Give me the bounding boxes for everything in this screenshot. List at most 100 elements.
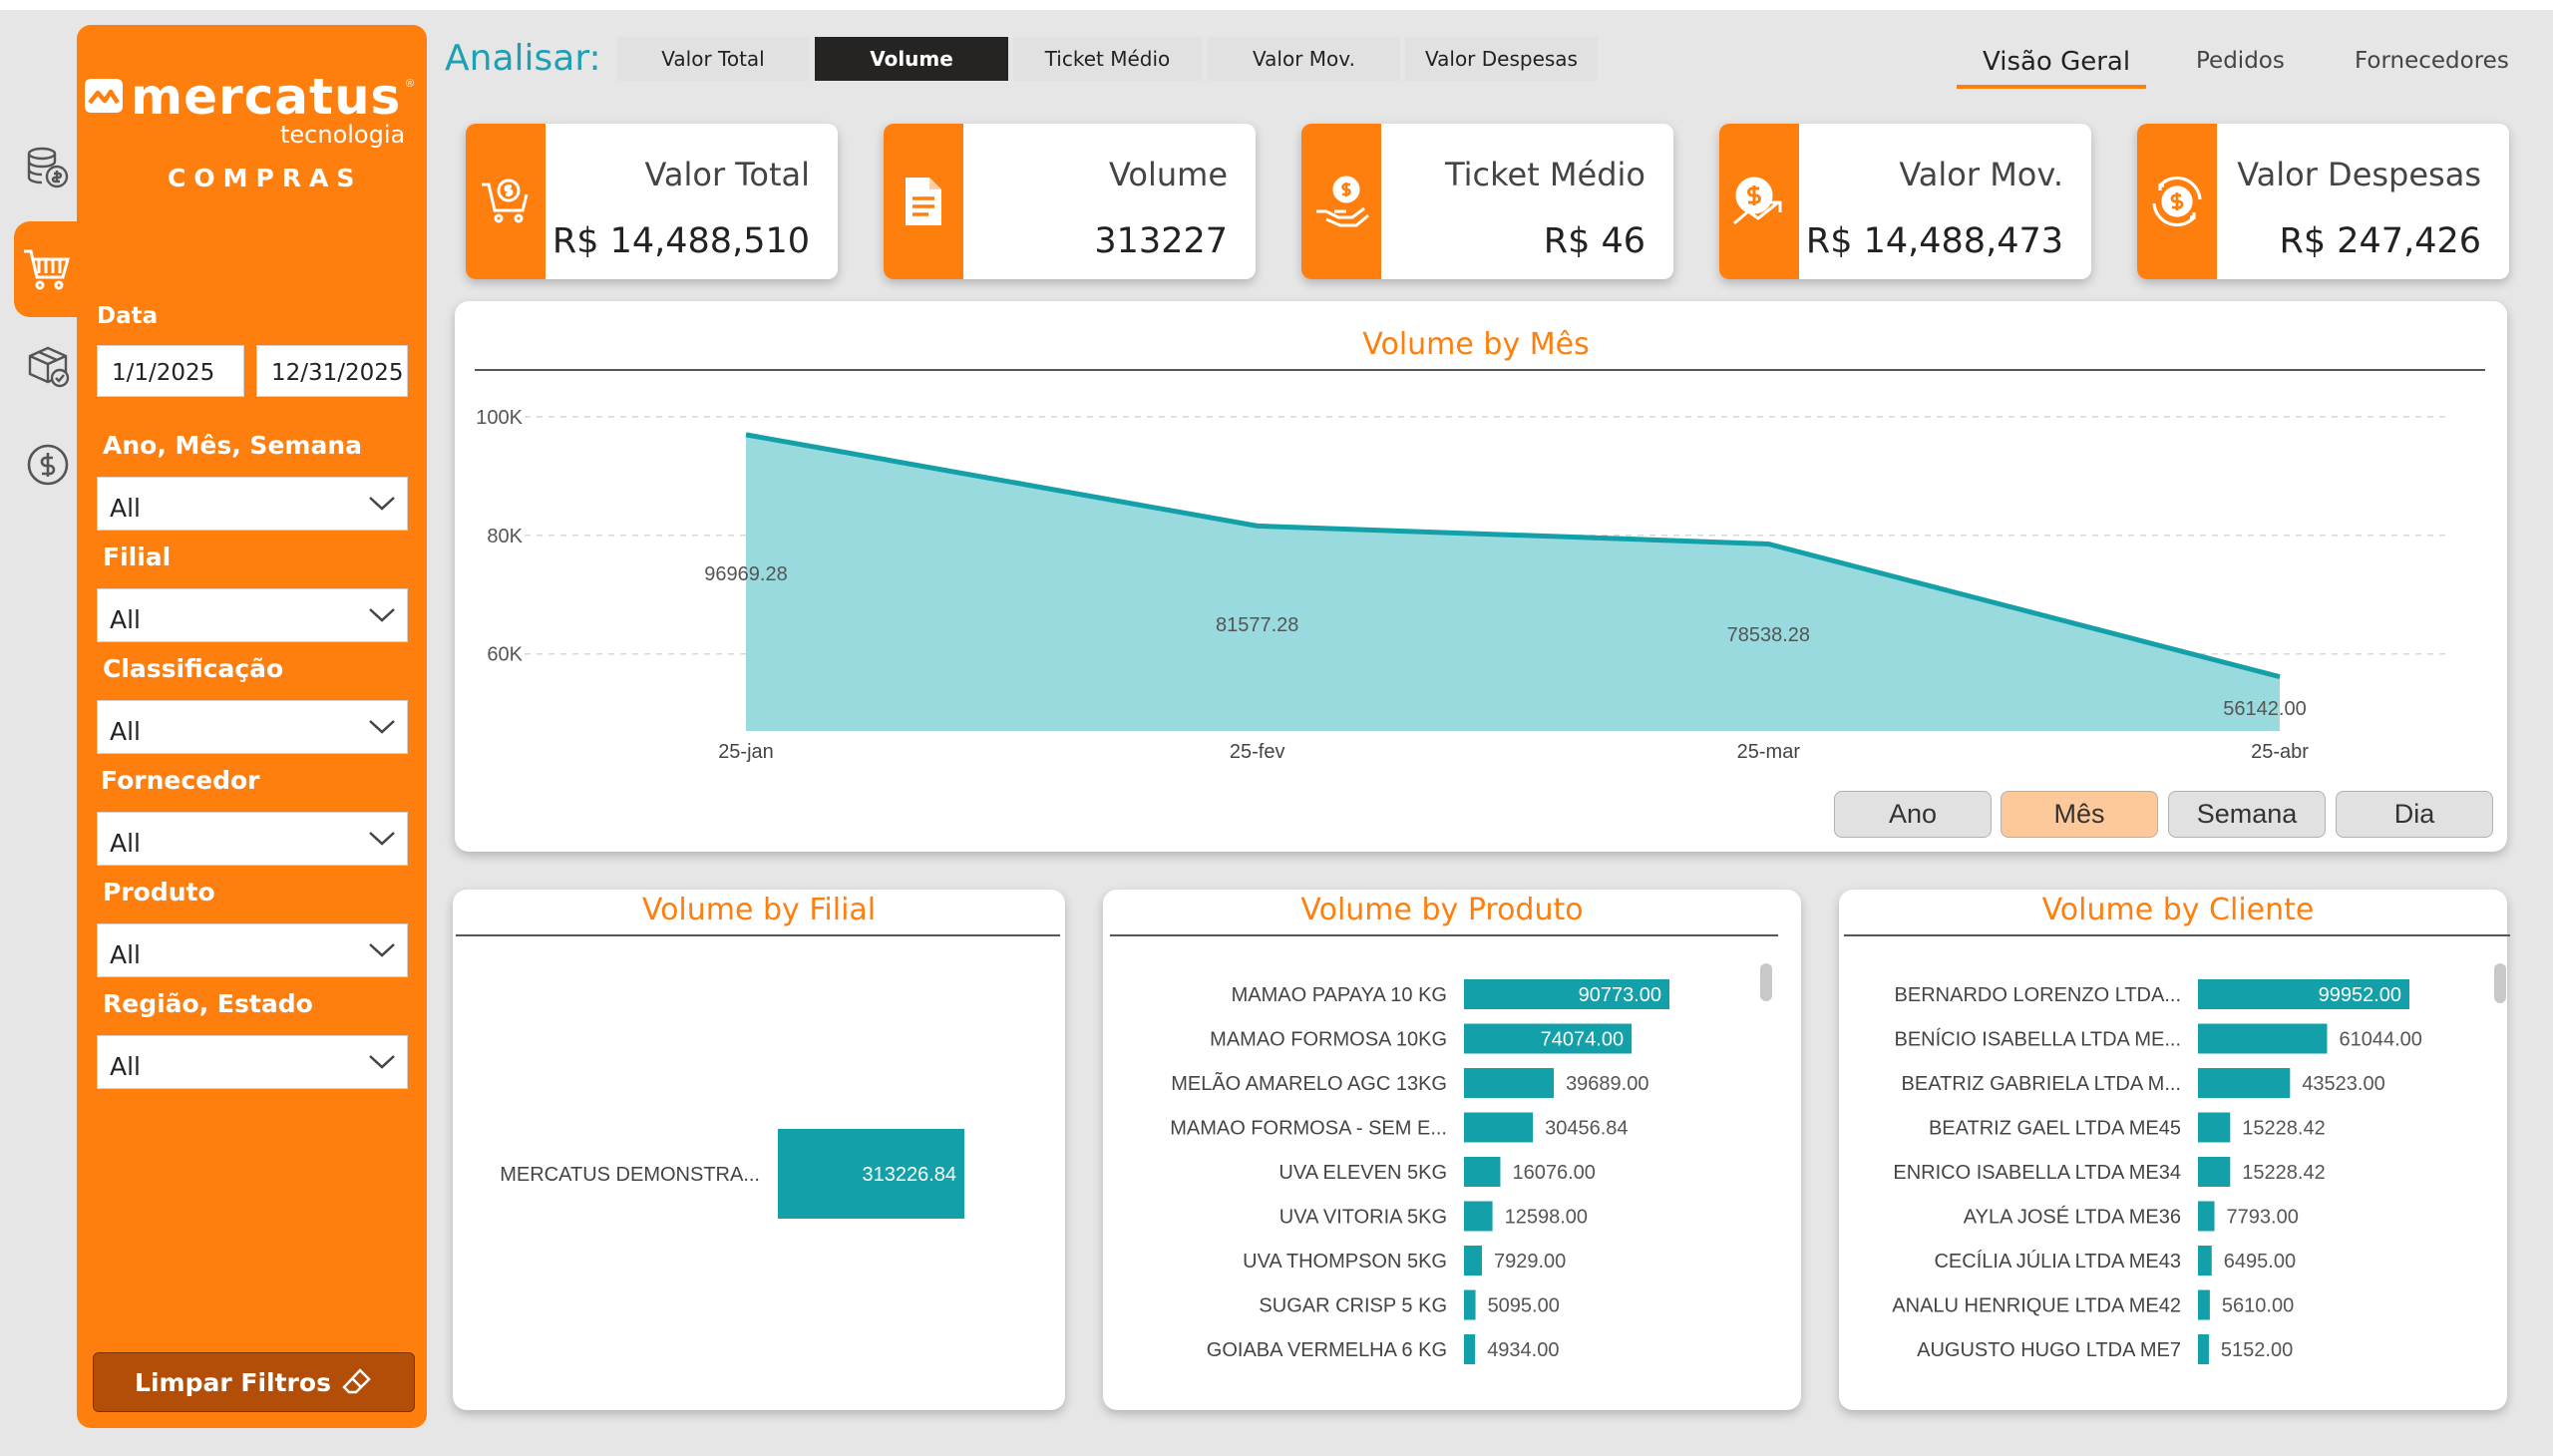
kpi-value: 313227 <box>1094 221 1228 261</box>
analisar-label: Analisar: <box>445 38 601 79</box>
area-fill <box>746 434 2280 731</box>
data-label: 78538.28 <box>1727 624 1810 646</box>
bar <box>2198 1201 2215 1232</box>
filter-dropdown-fornecedor[interactable]: All <box>97 812 408 866</box>
date-start-input[interactable]: 1/1/2025 <box>97 345 244 397</box>
category-label: BERNARDO LORENZO LTDA... <box>1895 984 2181 1006</box>
category-label: BEATRIZ GAEL LTDA ME45 <box>1929 1118 2181 1140</box>
chart-title-cliente: Volume by Cliente <box>2041 893 2315 927</box>
bar <box>1464 1289 1476 1320</box>
category-label: MAMAO FORMOSA - SEM E... <box>1170 1118 1447 1140</box>
produto-scrollbar-thumb[interactable] <box>1760 963 1772 1001</box>
brand-subtitle: tecnologia <box>280 121 406 149</box>
bar <box>1464 1023 1633 1054</box>
dollar-circle-icon[interactable] <box>20 437 76 493</box>
brand-name: mercatus <box>131 68 402 126</box>
value-label: 313226.84 <box>862 1164 956 1186</box>
filter-dropdown-filial[interactable]: All <box>97 588 408 642</box>
granularity-ano-button[interactable]: Ano <box>1834 791 1992 838</box>
filter-dropdown-periodo[interactable]: All <box>97 477 408 531</box>
area-line <box>745 432 2281 680</box>
category-label: MERCATUS DEMONSTRA... <box>500 1164 760 1186</box>
area-chart: 60K 80K 100K 96969.28 25-jan 81577.28 25-fev 78… <box>476 407 2445 763</box>
kpi-title: Volume <box>1108 156 1228 193</box>
chevron-down-icon <box>369 720 395 734</box>
bar <box>778 1129 964 1219</box>
category-label: ENRICO ISABELLA LTDA ME34 <box>1893 1162 2181 1184</box>
value-label: 7929.00 <box>1494 1251 1566 1273</box>
tab-valor-despesas[interactable]: Valor Despesas <box>1405 37 1598 81</box>
category-label: CECÍLIA JÚLIA LTDA ME43 <box>1934 1250 2181 1273</box>
category-label: ANALU HENRIQUE LTDA ME42 <box>1892 1295 2181 1317</box>
bar <box>1464 1201 1493 1232</box>
brand-logo: mercatus <box>85 68 401 126</box>
bar <box>1464 1157 1501 1187</box>
value-label: 74074.00 <box>1541 1029 1624 1051</box>
document-icon <box>884 124 963 279</box>
filter-dropdown-produto[interactable]: All <box>97 923 408 977</box>
y-tick-label: 80K <box>487 526 523 547</box>
bar <box>2198 1246 2212 1275</box>
tab-volume[interactable]: Volume <box>815 37 1008 81</box>
kpi-card-volume: Volume 313227 <box>884 124 1256 279</box>
page-tab-pedidos[interactable]: Pedidos <box>2196 48 2285 74</box>
value-label: 5152.00 <box>2221 1339 2293 1361</box>
granularity-semana-button[interactable]: Semana <box>2168 791 2326 838</box>
value-label: 4934.00 <box>1487 1339 1559 1361</box>
kpi-title: Valor Despesas <box>2237 156 2481 193</box>
value-label: 12598.00 <box>1505 1207 1588 1229</box>
cart-icon[interactable] <box>18 241 74 297</box>
value-label: 6495.00 <box>2224 1251 2296 1273</box>
value-label: 43523.00 <box>2302 1073 2384 1095</box>
logo-mark-icon <box>85 79 123 113</box>
category-label: BEATRIZ GABRIELA LTDA M... <box>1902 1073 2181 1095</box>
kpi-title: Valor Total <box>644 156 810 193</box>
filter-dropdown-regiao[interactable]: All <box>97 1035 408 1089</box>
category-label: BENÍCIO ISABELLA LTDA ME... <box>1894 1028 2181 1051</box>
category-label: MAMAO PAPAYA 10 KG <box>1232 984 1447 1006</box>
filter-label-fornecedor: Fornecedor <box>101 766 260 795</box>
cliente-scrollbar-thumb[interactable] <box>2494 963 2506 1003</box>
kpi-card-ticket-medio: Ticket Médio R$ 46 <box>1301 124 1673 279</box>
granularity-dia-button[interactable]: Dia <box>2336 791 2493 838</box>
chevron-down-icon <box>369 1055 395 1069</box>
value-label: 5610.00 <box>2222 1295 2294 1317</box>
category-label: AUGUSTO HUGO LTDA ME7 <box>1917 1339 2181 1361</box>
bar <box>1464 1068 1555 1098</box>
date-label: Data <box>97 303 159 329</box>
panel-rule <box>456 934 1060 936</box>
filter-label-periodo: Ano, Mês, Semana <box>103 431 362 460</box>
clear-filters-button[interactable]: Limpar Filtros <box>93 1352 415 1412</box>
page-tab-visao-geral[interactable]: Visão Geral <box>1983 47 2131 77</box>
page-tab-underline <box>1957 85 2146 89</box>
panel-rule <box>1110 934 1778 936</box>
value-label: 16076.00 <box>1512 1162 1595 1184</box>
page-tab-fornecedores[interactable]: Fornecedores <box>2355 48 2509 74</box>
value-label: 99952.00 <box>2319 984 2401 1006</box>
granularity-mes-button[interactable]: Mês <box>2001 791 2158 838</box>
bar <box>1464 1246 1482 1275</box>
box-icon[interactable] <box>20 338 76 394</box>
filter-value: All <box>110 940 141 969</box>
coins-icon[interactable] <box>20 140 76 195</box>
value-label: 39689.00 <box>1566 1073 1648 1095</box>
panel-volume-by-produto <box>1103 890 1801 1410</box>
date-end-input[interactable]: 12/31/2025 <box>256 345 408 397</box>
chevron-down-icon <box>369 608 395 622</box>
tab-valor-total[interactable]: Valor Total <box>617 37 809 81</box>
kpi-value: R$ 14,488,473 <box>1805 221 2063 261</box>
y-tick-label: 60K <box>487 644 523 666</box>
x-tick-label: 25-mar <box>1737 741 1801 763</box>
module-title: COMPRAS <box>168 164 363 192</box>
hand-coin-icon <box>1301 124 1381 279</box>
chevron-down-icon <box>369 943 395 957</box>
bar <box>2198 1112 2231 1143</box>
tab-ticket-medio[interactable]: Ticket Médio <box>1013 37 1202 81</box>
filter-dropdown-classificacao[interactable]: All <box>97 700 408 754</box>
value-label: 30456.84 <box>1545 1118 1628 1140</box>
tab-valor-mov[interactable]: Valor Mov. <box>1208 37 1400 81</box>
kpi-value: R$ 46 <box>1543 221 1645 261</box>
filter-value: All <box>110 1052 141 1081</box>
bar <box>2198 1068 2291 1098</box>
